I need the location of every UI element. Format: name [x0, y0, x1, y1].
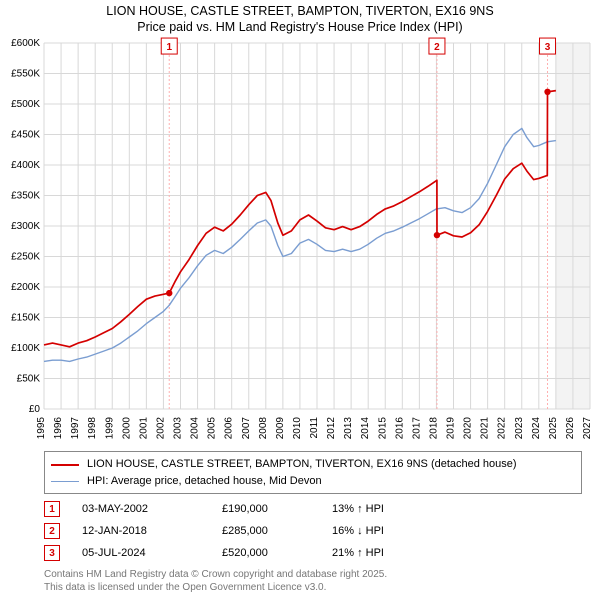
- x-tick-label: 2026: [565, 417, 576, 440]
- sale-marker-icon: 2: [44, 523, 60, 539]
- y-tick-label: £550K: [11, 69, 40, 80]
- x-tick-label: 2008: [258, 417, 269, 440]
- x-tick-label: 2024: [531, 417, 542, 440]
- legend-row: LION HOUSE, CASTLE STREET, BAMPTON, TIVE…: [51, 456, 575, 473]
- x-tick-label: 2006: [224, 417, 235, 440]
- sales-table: 1 03-MAY-2002£190,00013% ↑ HPI 2 12-JAN-201…: [44, 498, 582, 564]
- x-tick-label: 1997: [70, 417, 81, 440]
- y-tick-label: £100K: [11, 343, 40, 354]
- x-tick-label: 2021: [480, 417, 491, 440]
- legend-label: HPI: Average price, detached house, Mid …: [87, 473, 322, 490]
- x-tick-label: 2003: [173, 417, 184, 440]
- x-tick-label: 2000: [121, 417, 132, 440]
- sale-marker-icon: 3: [44, 545, 60, 561]
- y-tick-label: £0: [29, 404, 41, 415]
- x-tick-label: 2016: [394, 417, 405, 440]
- x-tick-label: 2017: [411, 417, 422, 440]
- y-tick-label: £500K: [11, 99, 40, 110]
- legend: LION HOUSE, CASTLE STREET, BAMPTON, TIVE…: [44, 451, 582, 494]
- x-tick-label: 2004: [190, 417, 201, 440]
- y-tick-label: £250K: [11, 252, 40, 263]
- x-tick-label: 2007: [241, 417, 252, 440]
- y-tick-label: £450K: [11, 130, 40, 141]
- x-tick-label: 2020: [463, 417, 474, 440]
- y-tick-label: £400K: [11, 160, 40, 171]
- attribution: Contains HM Land Registry data © Crown c…: [44, 568, 582, 594]
- sale-row: 1 03-MAY-2002£190,00013% ↑ HPI: [44, 498, 582, 520]
- title-line-1: LION HOUSE, CASTLE STREET, BAMPTON, TIVE…: [0, 4, 600, 20]
- sale-marker-number: 1: [166, 42, 172, 53]
- legend-label: LION HOUSE, CASTLE STREET, BAMPTON, TIVE…: [87, 456, 517, 473]
- sale-pct: 16% ↓ HPI: [332, 525, 452, 537]
- sale-marker-icon: 1: [44, 501, 60, 517]
- x-tick-label: 2001: [138, 417, 149, 440]
- attribution-line-1: Contains HM Land Registry data © Crown c…: [44, 568, 582, 581]
- x-tick-label: 1996: [53, 417, 64, 440]
- legend-swatch: [51, 464, 79, 466]
- attribution-line-2: This data is licensed under the Open Gov…: [44, 581, 582, 594]
- x-tick-label: 2027: [582, 417, 593, 440]
- sale-date: 05-JUL-2024: [82, 547, 222, 559]
- sale-pct: 21% ↑ HPI: [332, 547, 452, 559]
- sale-price: £285,000: [222, 525, 332, 537]
- y-tick-label: £150K: [11, 313, 40, 324]
- x-tick-label: 2019: [446, 417, 457, 440]
- x-tick-label: 2012: [326, 417, 337, 440]
- x-tick-label: 2022: [497, 417, 508, 440]
- sale-date: 12-JAN-2018: [82, 525, 222, 537]
- chart-area: £0 £50K £100K £150K £200K £250K £300K £350K £400…: [0, 37, 600, 447]
- x-tick-label: 2013: [343, 417, 354, 440]
- x-tick-label: 2002: [155, 417, 166, 440]
- sale-pct: 13% ↑ HPI: [332, 503, 452, 515]
- x-tick-label: 2014: [360, 417, 371, 440]
- x-tick-label: 1998: [87, 417, 98, 440]
- chart-title: LION HOUSE, CASTLE STREET, BAMPTON, TIVE…: [0, 0, 600, 37]
- sale-point: [434, 232, 440, 238]
- title-line-2: Price paid vs. HM Land Registry's House …: [0, 20, 600, 36]
- sale-marker-number: 2: [434, 42, 440, 53]
- y-tick-label: £300K: [11, 221, 40, 232]
- sale-point: [544, 89, 550, 95]
- sale-marker-number: 3: [545, 42, 551, 53]
- x-tick-label: 2009: [275, 417, 286, 440]
- legend-swatch: [51, 481, 79, 482]
- x-tick-label: 2005: [207, 417, 218, 440]
- sale-date: 03-MAY-2002: [82, 503, 222, 515]
- legend-row: HPI: Average price, detached house, Mid …: [51, 473, 575, 490]
- y-tick-label: £350K: [11, 191, 40, 202]
- x-tick-label: 2023: [514, 417, 525, 440]
- x-tick-label: 2018: [428, 417, 439, 440]
- sale-point: [166, 290, 172, 296]
- x-tick-label: 1999: [104, 417, 115, 440]
- price-chart-svg: £0 £50K £100K £150K £200K £250K £300K £350K £400…: [0, 37, 600, 447]
- sale-row: 2 12-JAN-2018£285,00016% ↓ HPI: [44, 520, 582, 542]
- sale-price: £520,000: [222, 547, 332, 559]
- x-tick-label: 2011: [309, 417, 320, 439]
- sale-row: 3 05-JUL-2024£520,00021% ↑ HPI: [44, 542, 582, 564]
- x-tick-label: 1995: [36, 417, 47, 440]
- y-tick-label: £50K: [17, 374, 41, 385]
- x-tick-label: 2015: [377, 417, 388, 440]
- sale-price: £190,000: [222, 503, 332, 515]
- y-tick-label: £200K: [11, 282, 40, 293]
- y-tick-label: £600K: [11, 38, 40, 49]
- x-tick-label: 2010: [292, 417, 303, 440]
- x-tick-label: 2025: [548, 417, 559, 440]
